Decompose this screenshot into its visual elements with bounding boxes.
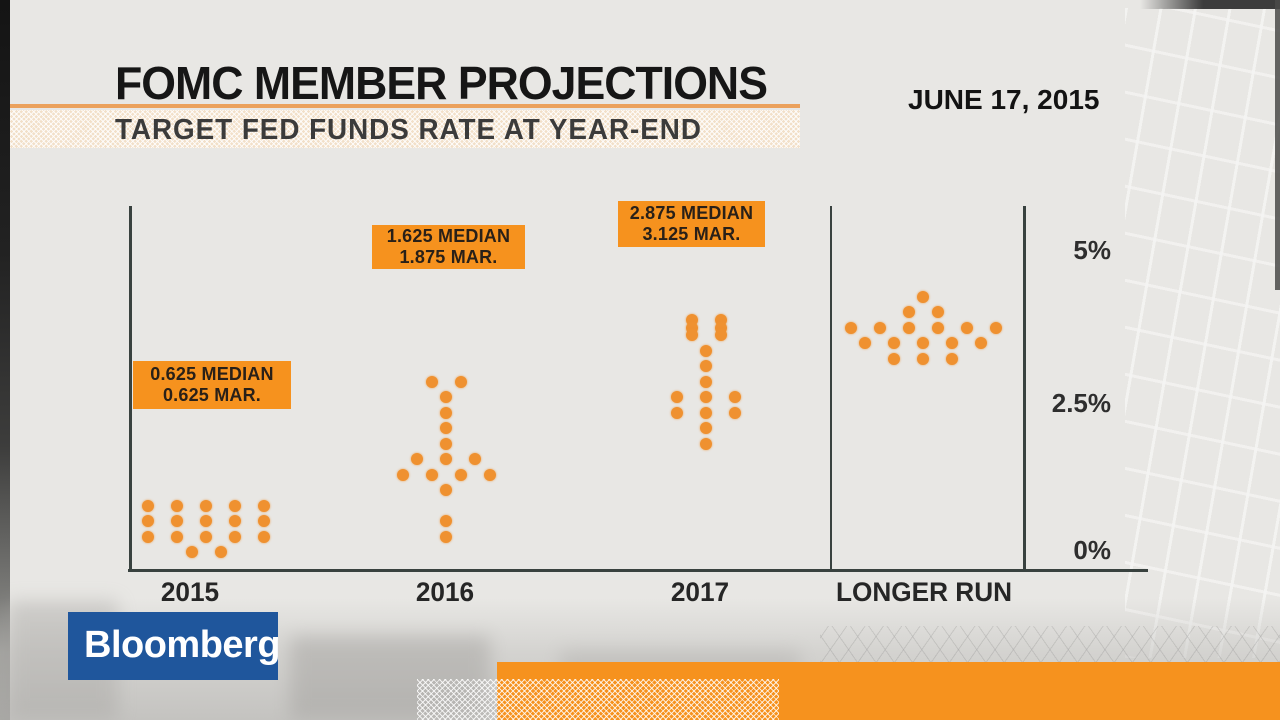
projection-dot	[229, 530, 241, 543]
median-callout-line: 1.625 MEDIAN	[386, 226, 511, 246]
x-label-2015: 2015	[160, 577, 220, 607]
projection-dot	[888, 337, 900, 349]
projection-dot	[440, 530, 452, 543]
projection-dot	[258, 515, 270, 528]
projection-dot	[142, 530, 154, 543]
projection-dot	[229, 515, 241, 528]
projection-dot	[975, 337, 987, 349]
x-label-2017: 2017	[670, 577, 730, 607]
title-underline-rule	[10, 104, 800, 108]
projection-dot	[671, 406, 683, 419]
lower-third-hatch-texture	[417, 679, 779, 720]
projection-dot	[917, 290, 929, 303]
median-callout-2016: 1.625 MEDIAN 1.875 MAR.	[372, 225, 525, 269]
projection-dot	[440, 453, 452, 466]
projection-dot	[142, 515, 154, 528]
longer-run-separator-line	[830, 206, 832, 572]
projection-dot	[440, 515, 452, 528]
projection-dot	[185, 546, 198, 559]
projection-dot	[200, 499, 212, 512]
median-callout-2015: 0.625 MEDIAN 0.625 MAR.	[133, 361, 291, 409]
projection-dot	[469, 453, 481, 466]
projection-dot	[142, 499, 154, 512]
projection-dot	[700, 437, 712, 450]
page-subtitle: TARGET FED FUNDS RATE AT YEAR-END	[115, 114, 702, 146]
projection-dot	[440, 437, 452, 450]
projection-dot	[425, 468, 438, 481]
subtitle-band: TARGET FED FUNDS RATE AT YEAR-END	[10, 110, 800, 148]
y-axis-line-right	[1023, 206, 1026, 572]
x-axis-line	[128, 569, 1148, 572]
projection-dot	[931, 306, 944, 318]
y-tick-label-0pct: 0%	[1073, 535, 1111, 565]
median-callout-2017: 2.875 MEDIAN 3.125 MAR.	[618, 201, 765, 247]
projection-dot	[960, 321, 973, 334]
projection-dot	[396, 468, 409, 481]
projection-dot	[917, 352, 929, 365]
y-tick-label-2-5pct: 2.5%	[1051, 388, 1111, 418]
projection-dot	[946, 352, 958, 365]
video-right-edge	[1275, 0, 1280, 290]
projection-dot	[931, 321, 944, 334]
projection-dot	[859, 337, 871, 349]
projection-dot	[700, 391, 712, 404]
projection-dot	[700, 360, 712, 373]
x-label-longer-run: LONGER RUN	[835, 577, 1013, 607]
as-of-date: JUNE 17, 2015	[908, 84, 1100, 115]
bloomberg-logo: Bloomberg	[68, 612, 281, 680]
projection-dot	[844, 321, 857, 334]
projection-dot	[454, 468, 467, 481]
projection-dot	[425, 375, 438, 388]
projection-dot	[440, 391, 452, 404]
projection-dot	[171, 499, 183, 512]
projection-dot	[888, 352, 900, 365]
projection-dot	[171, 515, 183, 528]
median-callout-line: 0.625 MAR.	[162, 385, 262, 405]
projection-dot	[214, 546, 227, 559]
projection-dot	[671, 391, 683, 404]
projection-dot	[714, 329, 727, 342]
x-label-2016: 2016	[415, 577, 475, 607]
projection-dot	[200, 530, 212, 543]
projection-dot	[700, 422, 712, 435]
projection-dot	[171, 530, 183, 543]
projection-dot	[483, 468, 496, 481]
median-callout-line: 3.125 MAR.	[642, 224, 741, 244]
projection-dot	[229, 499, 241, 512]
y-tick-label-5pct: 5%	[1073, 235, 1111, 265]
projection-dot	[902, 321, 915, 334]
projection-dot	[411, 453, 423, 466]
median-callout-line: 1.875 MAR.	[399, 247, 498, 267]
video-left-edge	[0, 0, 10, 720]
projection-dot	[700, 375, 712, 388]
median-callout-line: 2.875 MEDIAN	[629, 203, 754, 223]
page-title: FOMC MEMBER PROJECTIONS	[115, 57, 768, 109]
video-top-edge	[1140, 0, 1280, 9]
projection-dot	[440, 406, 452, 419]
projection-dot	[440, 422, 452, 435]
projection-dot	[454, 375, 467, 388]
projection-dot	[917, 337, 929, 349]
projection-dot	[258, 499, 270, 512]
building-glass-texture	[1125, 8, 1280, 658]
projection-dot	[873, 321, 886, 334]
projection-dot	[989, 321, 1002, 334]
projection-dot	[729, 406, 741, 419]
bloomberg-logo-text: Bloomberg	[84, 624, 281, 666]
projection-dot	[440, 484, 452, 497]
projection-dot	[729, 391, 741, 404]
projection-dot	[200, 515, 212, 528]
background-crosshatch	[820, 626, 1280, 662]
projection-dot	[258, 530, 270, 543]
projection-dot	[946, 337, 958, 349]
median-callout-line: 0.625 MEDIAN	[150, 364, 274, 384]
projection-dot	[902, 306, 915, 318]
projection-dot	[685, 329, 698, 342]
y-axis-line-left	[129, 206, 132, 572]
projection-dot	[700, 344, 712, 357]
projection-dot	[700, 406, 712, 419]
